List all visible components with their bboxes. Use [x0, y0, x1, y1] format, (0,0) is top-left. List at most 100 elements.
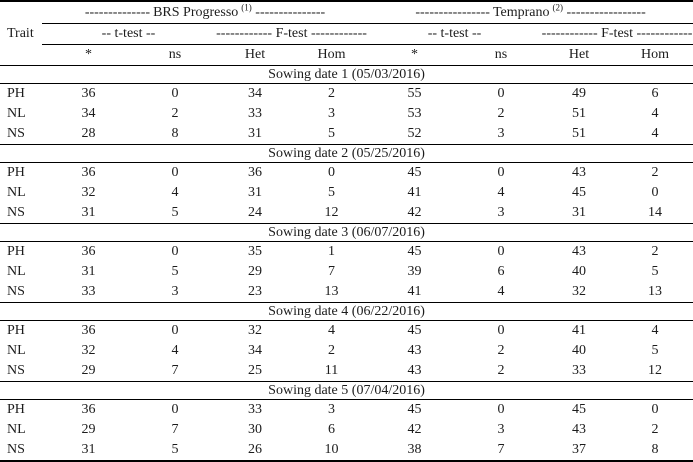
t-test-header-temprano: -- t-test -- — [368, 23, 542, 45]
section-title: Sowing date 2 (05/25/2016) — [0, 144, 693, 163]
value-cell: 23 — [248, 284, 262, 299]
value-cell: 4 — [171, 185, 179, 200]
trait-cell: NL — [7, 343, 26, 358]
value-cell: 53 — [407, 106, 422, 121]
value-cell: 39 — [407, 264, 422, 279]
table-row: PH 36 0 34 2 55 0 49 6 — [0, 84, 693, 105]
test-header-row: -- t-test -- ------------ F-test -------… — [0, 23, 693, 45]
col-header-ns: ns — [135, 44, 215, 66]
value-cell: 14 — [648, 205, 663, 220]
group-header-temprano: ---------------- Temprano (2) ------------… — [368, 1, 693, 24]
section-row: Sowing date 1 (05/03/2016) — [0, 65, 693, 84]
table-row: PH 36 0 35 1 45 0 43 2 — [0, 242, 693, 263]
value-cell: 2 — [171, 106, 179, 121]
table-row: PH 36 0 33 3 45 0 45 0 — [0, 400, 693, 421]
value-cell: 5 — [171, 205, 179, 220]
value-cell: 37 — [572, 442, 587, 457]
value-cell: 36 — [81, 244, 96, 259]
value-cell: 2 — [651, 165, 659, 180]
value-cell: 5 — [171, 442, 179, 457]
f-test-header-brs: ------------ F-test ------------ — [215, 23, 369, 45]
value-cell: 28 — [81, 126, 96, 141]
value-cell: 45 — [407, 244, 422, 259]
group-dashes: -------------- — [84, 4, 151, 20]
column-header-row: * ns Het Hom * ns Het Hom — [0, 44, 693, 66]
trait-cell: NS — [7, 205, 25, 220]
value-cell: 13 — [324, 284, 339, 299]
section-row: Sowing date 2 (05/25/2016) — [0, 144, 693, 163]
value-cell: 3 — [328, 402, 336, 417]
col-header-hom: Hom — [617, 44, 693, 66]
value-cell: 11 — [324, 363, 339, 378]
value-cell: 31 — [572, 205, 587, 220]
value-cell: 34 — [248, 86, 262, 101]
trait-cell: PH — [7, 323, 25, 338]
table-row: NS 31 5 26 10 38 7 37 8 — [0, 440, 693, 461]
value-cell: 45 — [407, 165, 422, 180]
col-header-het: Het — [541, 44, 618, 66]
value-cell: 38 — [407, 442, 422, 457]
value-cell: 41 — [407, 185, 422, 200]
group-dashes: ---------------- — [415, 4, 490, 20]
value-cell: 24 — [248, 205, 262, 220]
value-cell: 3 — [497, 126, 505, 141]
table-row: NS 29 7 25 11 43 2 33 12 — [0, 361, 693, 382]
value-cell: 0 — [497, 244, 505, 259]
value-cell: 45 — [572, 185, 587, 200]
section-title: Sowing date 5 (07/04/2016) — [0, 381, 693, 400]
value-cell: 4 — [497, 185, 505, 200]
value-cell: 0 — [497, 86, 505, 101]
value-cell: 3 — [171, 284, 179, 299]
value-cell: 0 — [497, 165, 505, 180]
value-cell: 2 — [651, 422, 659, 437]
value-cell: 8 — [171, 126, 179, 141]
value-cell: 2 — [328, 86, 336, 101]
value-cell: 0 — [497, 323, 505, 338]
group-name: BRS Progresso — [153, 4, 239, 20]
table-body: Sowing date 1 (05/03/2016) PH 36 0 34 2 55 0 49 6… — [0, 65, 693, 462]
value-cell: 43 — [572, 244, 587, 259]
value-cell: 0 — [171, 86, 179, 101]
value-cell: 6 — [651, 86, 659, 101]
value-cell: 7 — [328, 264, 336, 279]
section-row: Sowing date 4 (06/22/2016) — [0, 302, 693, 321]
value-cell: 6 — [497, 264, 505, 279]
value-cell: 0 — [171, 402, 179, 417]
value-cell: 4 — [651, 106, 659, 121]
value-cell: 43 — [407, 343, 422, 358]
value-cell: 0 — [171, 244, 179, 259]
value-cell: 33 — [248, 402, 262, 417]
value-cell: 33 — [81, 284, 96, 299]
value-cell: 33 — [248, 106, 262, 121]
trait-column-header: Trait — [0, 1, 42, 66]
value-cell: 5 — [651, 264, 659, 279]
value-cell: 43 — [572, 422, 587, 437]
table-row: NS 33 3 23 13 41 4 32 13 — [0, 282, 693, 303]
value-cell: 41 — [572, 323, 587, 338]
section-title: Sowing date 4 (06/22/2016) — [0, 302, 693, 321]
trait-cell: PH — [7, 244, 25, 259]
value-cell: 31 — [81, 442, 96, 457]
value-cell: 32 — [572, 284, 587, 299]
value-cell: 12 — [324, 205, 339, 220]
value-cell: 31 — [81, 264, 96, 279]
group-dashes: --------------- — [255, 4, 326, 20]
value-cell: 51 — [572, 126, 587, 141]
table-row: NL 34 2 33 3 53 2 51 4 — [0, 104, 693, 124]
value-cell: 13 — [648, 284, 663, 299]
value-cell: 3 — [497, 422, 505, 437]
value-cell: 52 — [407, 126, 422, 141]
value-cell: 55 — [407, 86, 422, 101]
group-header-row: Trait -------------- BRS Progresso (1) ---… — [0, 1, 693, 66]
table-header: Trait -------------- BRS Progresso (1) ---… — [0, 1, 693, 66]
table-row: NL 29 7 30 6 42 3 43 2 — [0, 420, 693, 440]
footnote-marker: (2) — [552, 1, 564, 12]
trait-cell: PH — [7, 165, 25, 180]
table-row: NS 28 8 31 5 52 3 51 4 — [0, 124, 693, 145]
value-cell: 2 — [497, 106, 505, 121]
col-header-het: Het — [215, 44, 295, 66]
col-header-significant: * — [42, 44, 135, 66]
value-cell: 0 — [328, 165, 336, 180]
value-cell: 40 — [572, 264, 587, 279]
